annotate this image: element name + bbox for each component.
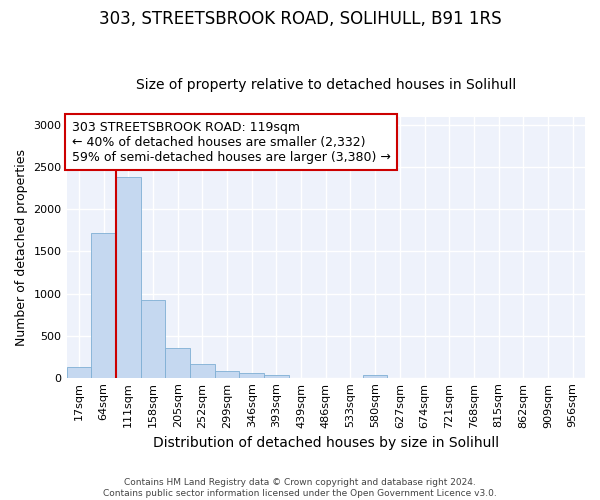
Bar <box>165 348 190 378</box>
X-axis label: Distribution of detached houses by size in Solihull: Distribution of detached houses by size … <box>153 436 499 450</box>
Text: Contains HM Land Registry data © Crown copyright and database right 2024.
Contai: Contains HM Land Registry data © Crown c… <box>103 478 497 498</box>
Bar <box>67 366 91 378</box>
Bar <box>239 374 264 378</box>
Text: 303 STREETSBROOK ROAD: 119sqm
← 40% of detached houses are smaller (2,332)
59% o: 303 STREETSBROOK ROAD: 119sqm ← 40% of d… <box>72 120 391 164</box>
Bar <box>215 370 239 378</box>
Bar <box>116 178 140 378</box>
Y-axis label: Number of detached properties: Number of detached properties <box>15 148 28 346</box>
Bar <box>190 364 215 378</box>
Text: 303, STREETSBROOK ROAD, SOLIHULL, B91 1RS: 303, STREETSBROOK ROAD, SOLIHULL, B91 1R… <box>98 10 502 28</box>
Title: Size of property relative to detached houses in Solihull: Size of property relative to detached ho… <box>136 78 516 92</box>
Bar <box>140 300 165 378</box>
Bar <box>91 233 116 378</box>
Bar <box>264 374 289 378</box>
Bar <box>363 376 388 378</box>
